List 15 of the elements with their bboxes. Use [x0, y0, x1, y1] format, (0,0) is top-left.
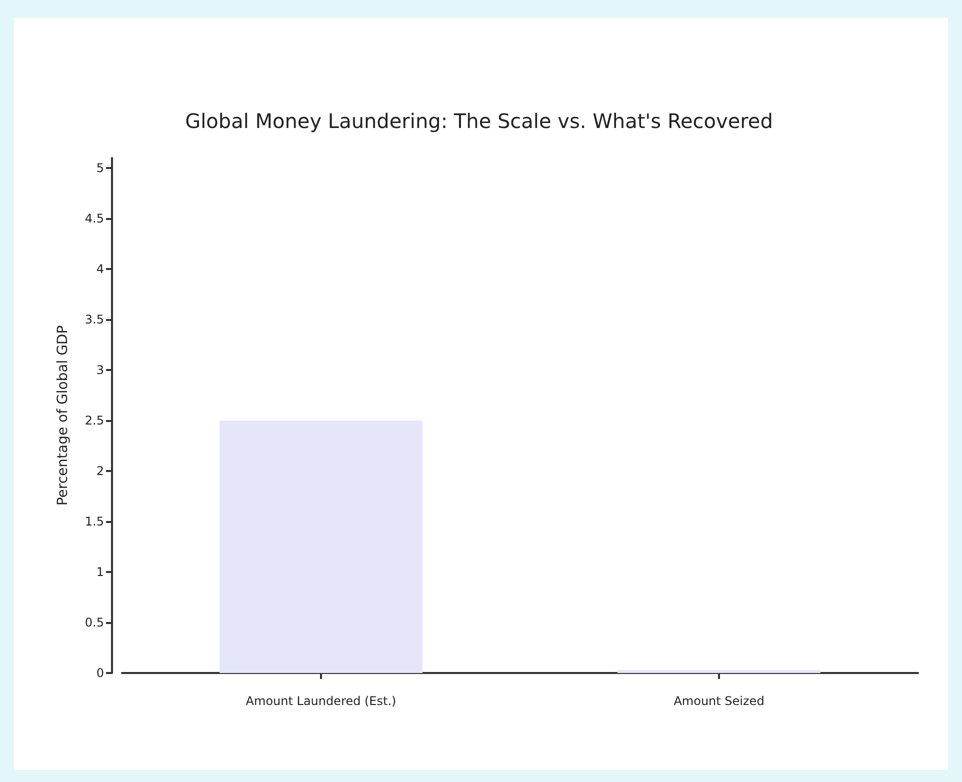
y-tick-label: 5	[96, 161, 104, 176]
y-tick-label: 4	[96, 262, 104, 276]
y-tick-label: 3	[96, 363, 104, 378]
y-tick-label: 0.5	[84, 616, 104, 630]
x-tick-label: Amount Seized	[674, 694, 764, 708]
chart-title: Global Money Laundering: The Scale vs. What's Recovered	[185, 109, 773, 133]
y-tick-label: 3.5	[84, 312, 104, 327]
y-tick-label: 2.5	[84, 414, 104, 428]
x-tick-label: Amount Laundered (Est.)	[246, 694, 396, 708]
y-tick-label: 1	[96, 565, 104, 580]
y-axis-title: Percentage of Global GDP	[55, 325, 71, 506]
y-tick-label: 2	[96, 464, 104, 478]
y-tick-label: 0	[96, 666, 104, 680]
y-tick-label: 4.5	[84, 212, 104, 226]
y-tick-label: 1.5	[84, 514, 104, 529]
